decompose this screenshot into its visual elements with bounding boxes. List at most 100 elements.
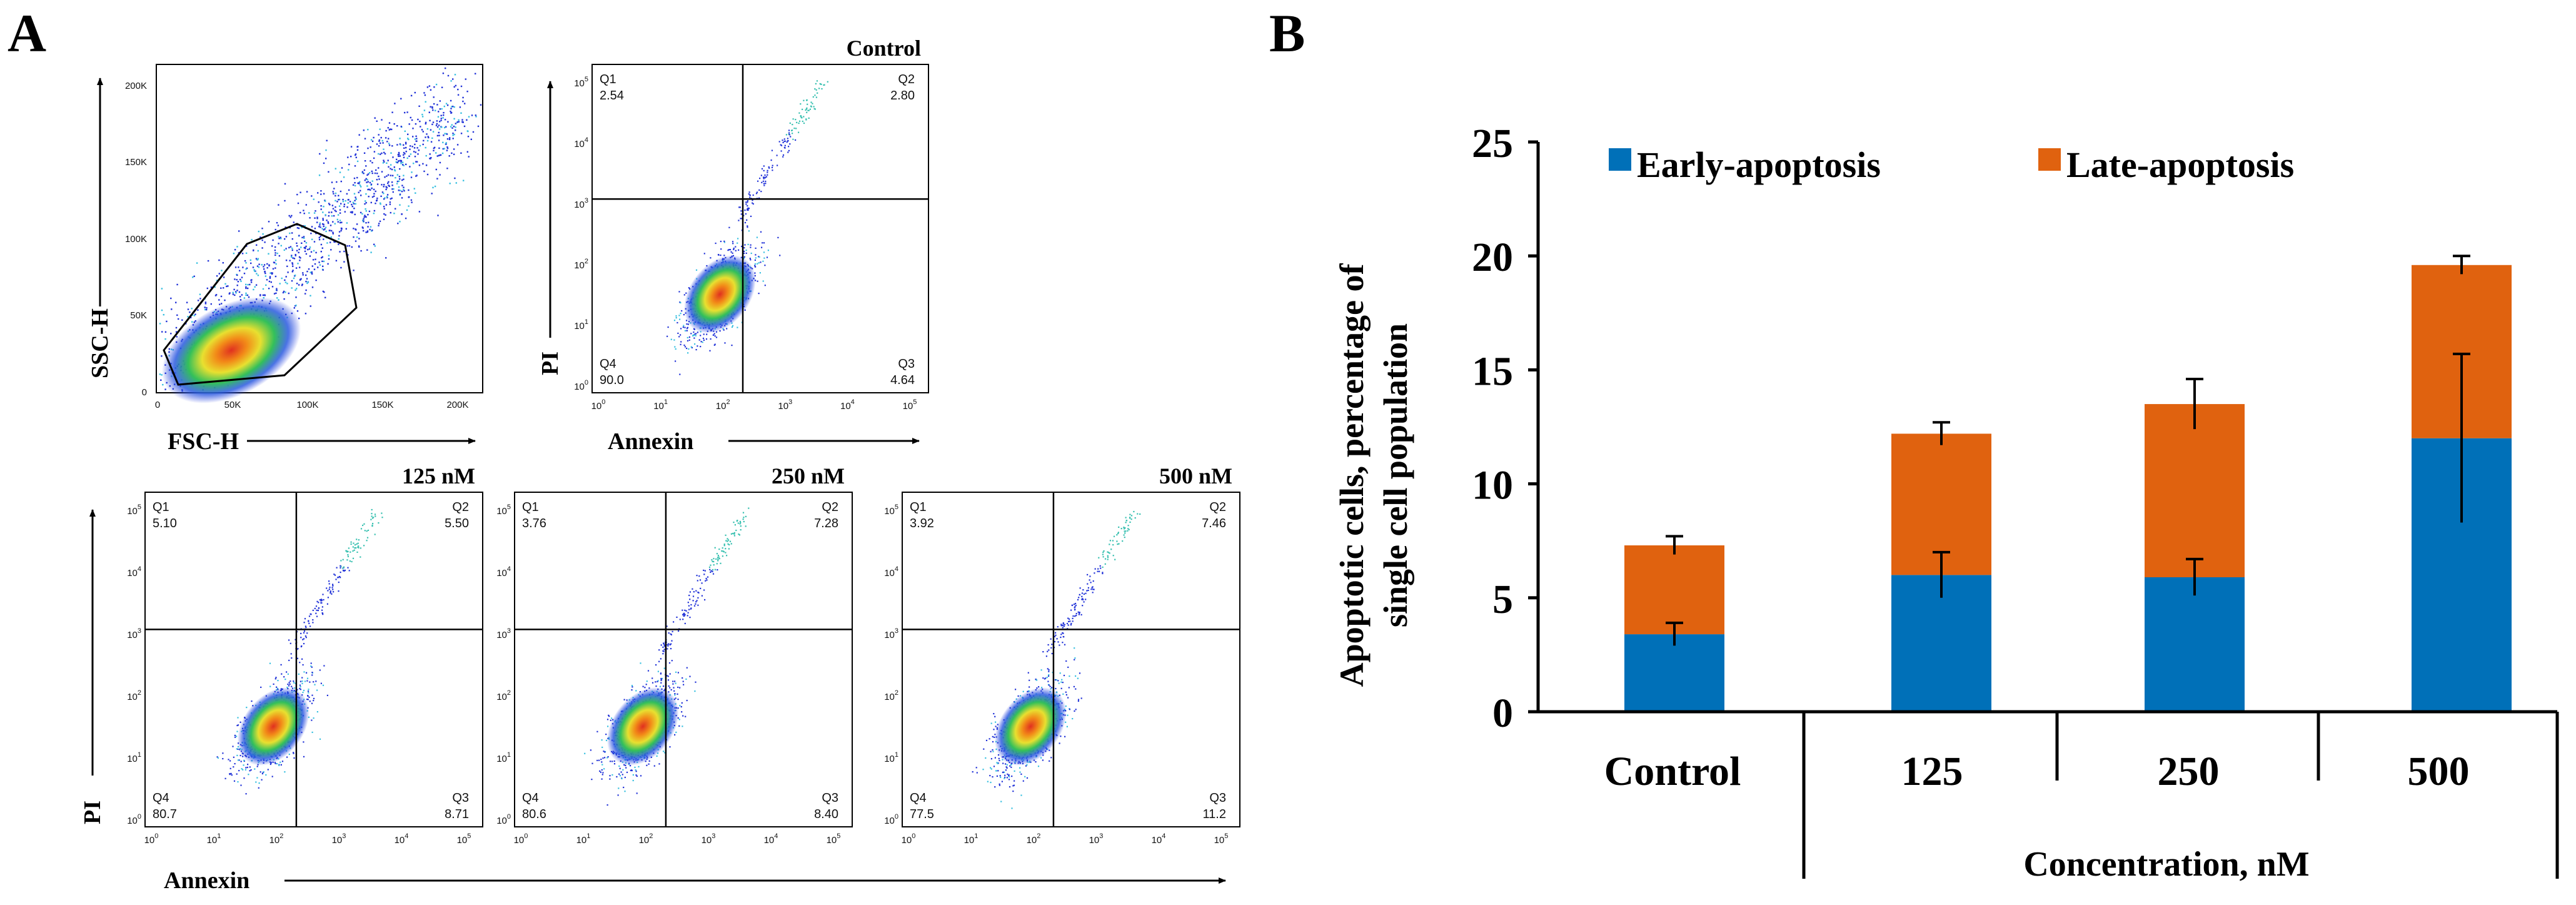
scatter-point — [307, 248, 309, 251]
scatter-point — [351, 560, 353, 563]
scatter-point — [162, 383, 164, 386]
scatter-point — [386, 175, 388, 177]
scatter-point — [591, 779, 593, 781]
scatter-point — [370, 518, 372, 520]
scatter-point — [414, 91, 416, 94]
scatter-point — [305, 627, 307, 629]
scatter-point — [415, 135, 417, 137]
scatter-point — [683, 344, 685, 346]
scatter-point — [747, 207, 749, 209]
scatter-point — [216, 756, 218, 758]
scatter-point — [223, 287, 224, 289]
scatter-point — [283, 249, 285, 251]
scatter-point — [675, 731, 677, 733]
scatter-point — [435, 109, 436, 111]
scatter-point — [298, 673, 299, 675]
scatter-point — [601, 739, 603, 741]
scatter-point — [329, 204, 331, 206]
scatter-point — [413, 151, 415, 153]
scatter-point — [700, 587, 702, 589]
scatter-point — [294, 289, 296, 291]
scatter-point — [722, 555, 723, 557]
scatter-point — [798, 122, 800, 124]
scatter-point — [685, 610, 687, 612]
scatter-point — [677, 321, 678, 324]
scatter-point — [338, 243, 340, 245]
scatter-point — [296, 283, 298, 285]
scatter-point — [438, 134, 440, 136]
scatter-point — [610, 761, 611, 762]
scatter-point — [318, 238, 321, 241]
scatter-point — [390, 128, 391, 130]
scatter-point — [249, 259, 251, 261]
scatter-point — [370, 146, 371, 148]
scatter-point — [450, 110, 451, 113]
scatter-point — [340, 203, 342, 205]
scatter-point — [274, 254, 276, 256]
scatter-point — [299, 211, 301, 214]
scatter-point — [240, 280, 242, 282]
scatter-point — [610, 719, 611, 721]
scatter-point — [750, 259, 752, 261]
scatter-point — [327, 597, 329, 599]
scatter-point — [378, 522, 380, 524]
scatter-point — [299, 680, 301, 682]
scatter-point — [667, 335, 668, 337]
scatter-point — [430, 106, 431, 108]
scatter-point — [394, 103, 396, 104]
scatter-point — [347, 554, 349, 556]
scatter-point — [669, 687, 671, 689]
scatter-point — [299, 278, 301, 281]
scatter-point — [339, 171, 341, 173]
scatter-point — [347, 555, 349, 557]
scatter-point — [263, 771, 264, 773]
scatter-point — [283, 298, 285, 300]
scatter-point — [702, 337, 705, 340]
scatter-point — [258, 266, 260, 268]
scatter-point — [675, 360, 677, 362]
scatter-point — [789, 143, 791, 145]
scatter-point — [444, 119, 446, 121]
scatter-point — [347, 567, 349, 569]
scatter-point — [438, 128, 441, 130]
scatter-point — [311, 674, 313, 676]
scatter-point — [453, 118, 455, 120]
scatter-point — [994, 734, 996, 736]
scatter-point — [299, 662, 301, 664]
scatter-point — [291, 685, 293, 687]
scatter-point — [703, 589, 705, 591]
scatter-point — [616, 776, 618, 778]
scatter-point — [259, 771, 261, 773]
scatter-point — [371, 187, 373, 190]
scatter-point — [728, 226, 730, 228]
scatter-point — [354, 182, 356, 184]
scatter-point — [687, 615, 688, 617]
scatter-point — [625, 764, 626, 766]
scatter-point — [340, 571, 341, 574]
scatter-point — [334, 241, 336, 243]
scatter-point — [303, 632, 305, 634]
scatter-point — [301, 285, 303, 286]
scatter-point — [450, 112, 452, 114]
scatter-point — [296, 250, 298, 251]
scatter-point — [277, 225, 279, 226]
scatter-point — [386, 194, 389, 196]
scatter-point — [348, 163, 350, 166]
scatter-point — [337, 576, 340, 579]
scatter-point — [400, 190, 401, 191]
scatter-point — [407, 133, 409, 135]
scatter-point — [379, 128, 381, 130]
scatter-point — [335, 260, 338, 261]
scatter-point — [712, 334, 714, 336]
scatter-point — [745, 252, 747, 254]
scatter-point — [237, 759, 239, 761]
scatter-point — [320, 208, 322, 210]
scatter-point — [764, 176, 766, 178]
scatter-point — [461, 119, 463, 121]
scatter-point — [306, 632, 308, 634]
scatter-point — [606, 757, 608, 759]
scatter-point — [658, 660, 660, 662]
scatter-point — [311, 265, 313, 267]
scatter-point — [596, 759, 598, 761]
scatter-point — [1049, 760, 1050, 762]
